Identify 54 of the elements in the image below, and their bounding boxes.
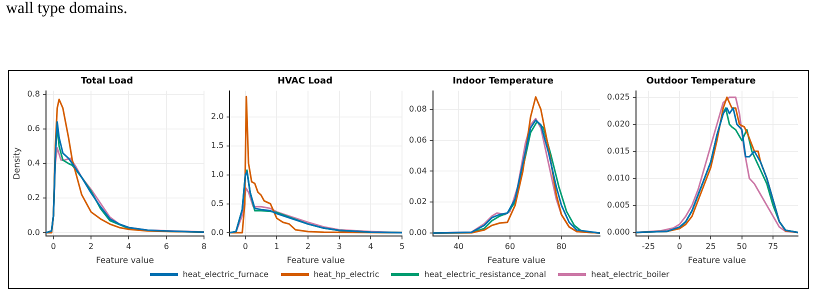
y-tick-label: 1.5 xyxy=(210,140,224,150)
x-tick-label: 4 xyxy=(126,242,132,252)
y-tick-label: 0.020 xyxy=(606,119,630,128)
x-axis-title: Feature value xyxy=(688,256,746,266)
text: wall type domains. xyxy=(6,0,128,18)
x-tick-label: 3 xyxy=(336,242,342,252)
x-tick-label: 75 xyxy=(768,242,778,252)
x-tick-label: 8 xyxy=(201,242,207,252)
x-axis-title: Feature value xyxy=(286,256,345,266)
y-tick-label: 0.6 xyxy=(27,124,40,133)
y-tick-label: 0.4 xyxy=(27,158,40,168)
x-tick-label: 0 xyxy=(50,242,56,252)
x-tick-label: 80 xyxy=(556,242,567,252)
x-tick-label: 0 xyxy=(676,242,682,252)
legend-label: heat_electric_resistance_zonal xyxy=(424,270,546,279)
y-tick-label: 0.02 xyxy=(409,197,427,206)
chart-title: Outdoor Temperature xyxy=(646,76,756,87)
x-axis-title: Feature value xyxy=(96,256,154,266)
legend-label: heat_electric_boiler xyxy=(591,270,670,279)
x-tick-label: 1 xyxy=(274,242,280,252)
x-tick-label: 25 xyxy=(706,242,716,252)
y-tick-label: 0.000 xyxy=(606,227,630,236)
y-tick-label: 1.0 xyxy=(210,170,224,179)
x-tick-label: 2 xyxy=(88,242,94,252)
legend-label: heat_electric_furnace xyxy=(182,270,269,279)
y-axis-title: Density xyxy=(12,147,22,180)
chart-title: Total Load xyxy=(80,76,134,87)
y-tick-label: 0.0 xyxy=(27,228,40,237)
y-tick-label: 0.025 xyxy=(606,92,630,102)
y-tick-label: 0.5 xyxy=(210,198,224,208)
y-tick-label: 0.04 xyxy=(409,166,427,176)
y-tick-label: 0.010 xyxy=(606,173,630,182)
x-axis-title: Feature value xyxy=(487,256,546,266)
x-tick-label: 50 xyxy=(736,242,747,252)
x-tick-label: 4 xyxy=(368,242,374,252)
y-tick-label: 0.015 xyxy=(606,146,630,156)
y-tick-label: 0.8 xyxy=(27,89,40,98)
y-tick-label: 0.08 xyxy=(409,104,427,114)
x-tick-label: 2 xyxy=(305,242,311,252)
y-tick-label: 0.2 xyxy=(27,193,40,202)
y-tick-label: 0.06 xyxy=(409,135,427,144)
chart-title: HVAC Load xyxy=(277,76,333,87)
y-tick-label: 2.0 xyxy=(210,112,224,121)
y-tick-label: 0.0 xyxy=(210,228,224,237)
x-tick-label: 0 xyxy=(242,242,248,252)
x-tick-label: 60 xyxy=(504,242,516,252)
x-tick-label: 5 xyxy=(399,242,405,252)
x-tick-label: -25 xyxy=(642,242,655,252)
y-tick-label: 0.00 xyxy=(409,228,427,238)
x-tick-label: 40 xyxy=(453,242,464,252)
y-tick-label: 0.005 xyxy=(606,200,630,210)
chart-title: Indoor Temperature xyxy=(452,76,554,87)
legend-label: heat_hp_electric xyxy=(314,270,380,279)
x-tick-label: 6 xyxy=(164,242,169,252)
